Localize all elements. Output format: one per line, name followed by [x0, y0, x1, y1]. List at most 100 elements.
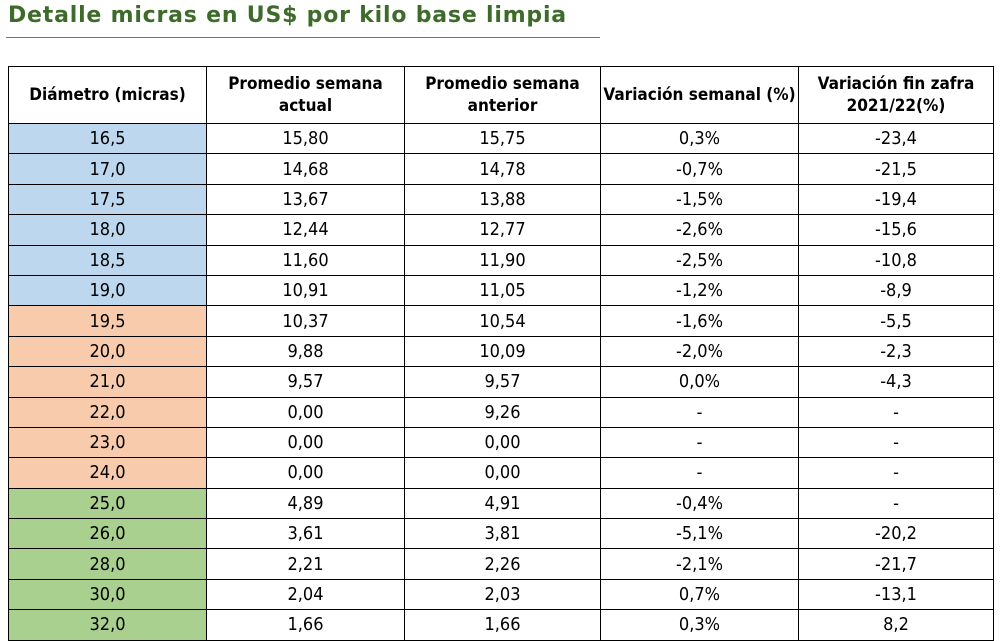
cell-diametro: 16,5: [8, 122, 207, 155]
cell-actual: 13,67: [206, 183, 405, 216]
cell-anterior: 13,88: [404, 183, 601, 216]
cell-diametro: 32,0: [8, 609, 207, 641]
title-underline: [6, 37, 600, 38]
cell-var-semanal: -1,2%: [600, 274, 799, 307]
cell-var-semanal: -0,4%: [600, 487, 799, 520]
cell-var-semanal: -2,5%: [600, 244, 799, 276]
table-row: 24,0 0,00 0,00- -: [8, 457, 994, 489]
table-row: 17,0 14,68 14,78 -0,7% -21,5: [8, 153, 994, 185]
cell-diametro: 20,0: [8, 335, 207, 368]
cell-anterior: 12,77: [404, 214, 601, 246]
cell-var-semanal: -2,1%: [600, 548, 799, 580]
cell-var-semanal: -: [600, 396, 799, 428]
cell-var-semanal: -: [600, 457, 799, 489]
cell-var-semanal: -5,1%: [600, 518, 799, 550]
cell-var-semanal: 0,7%: [600, 578, 799, 611]
cell-anterior: 9,57: [404, 366, 601, 398]
header-diametro: Diámetro (micras): [8, 66, 207, 124]
table-row: 25,0 4,89 4,91 -0,4% -: [8, 487, 994, 520]
cell-diametro: 18,5: [8, 244, 207, 276]
table-header-row: Diámetro (micras) Promedio semana actual…: [8, 66, 994, 124]
cell-actual: 10,91: [206, 274, 405, 307]
cell-var-semanal: 0,0%: [600, 366, 799, 398]
table-row: 26,0 3,61 3,81 -5,1% -20,2: [8, 518, 994, 550]
cell-var-semanal: -2,0%: [600, 335, 799, 368]
cell-anterior: 0,00: [404, 426, 601, 459]
table-row: 21,0 9,57 9,57 0,0% -4,3: [8, 366, 994, 398]
cell-actual: 9,57: [206, 366, 405, 398]
cell-actual: 4,89: [206, 487, 405, 520]
page-title: Detalle micras en US$ por kilo base limp…: [8, 3, 567, 28]
cell-var-zafra: -: [798, 396, 994, 428]
cell-diametro: 30,0: [8, 578, 207, 611]
cell-anterior: 10,09: [404, 335, 601, 368]
cell-diametro: 21,0: [8, 366, 207, 398]
table-row: 30,0 2,04 2,03 0,7% -13,1: [8, 578, 994, 611]
cell-var-semanal: -1,6%: [600, 305, 799, 337]
cell-anterior: 11,05: [404, 274, 601, 307]
cell-var-semanal: 0,3%: [600, 609, 799, 641]
cell-actual: 12,44: [206, 214, 405, 246]
cell-var-semanal: -0,7%: [600, 153, 799, 185]
cell-actual: 14,68: [206, 153, 405, 185]
cell-var-semanal: -2,6%: [600, 214, 799, 246]
cell-var-zafra: -: [798, 487, 994, 520]
cell-actual: 0,00: [206, 426, 405, 459]
header-var-semanal: Variación semanal (%): [600, 66, 799, 124]
cell-actual: 2,21: [206, 548, 405, 580]
cell-var-zafra: -5,5: [798, 305, 994, 337]
cell-var-semanal: -: [600, 426, 799, 459]
cell-var-zafra: -19,4: [798, 183, 994, 216]
table-body: 16,5 15,80 15,75 0,3% -23,4 17,0 14,68 14,78 -0,…: [8, 122, 994, 641]
cell-anterior: 15,75: [404, 122, 601, 155]
cell-var-zafra: -15,6: [798, 214, 994, 246]
cell-diametro: 22,0: [8, 396, 207, 428]
cell-var-zafra: -8,9: [798, 274, 994, 307]
table-row: 20,0 9,88 10,09 -2,0% -2,3: [8, 335, 994, 368]
cell-anterior: 2,26: [404, 548, 601, 580]
cell-anterior: 9,26: [404, 396, 601, 428]
cell-diametro: 23,0: [8, 426, 207, 459]
cell-diametro: 17,0: [8, 153, 207, 185]
cell-anterior: 14,78: [404, 153, 601, 185]
table-row: 22,0 0,00 9,26- -: [8, 396, 994, 428]
cell-actual: 11,60: [206, 244, 405, 276]
cell-diametro: 28,0: [8, 548, 207, 580]
cell-anterior: 3,81: [404, 518, 601, 550]
cell-var-zafra: -: [798, 457, 994, 489]
table-row: 19,5 10,37 10,54 -1,6% -5,5: [8, 305, 994, 337]
cell-var-zafra: -4,3: [798, 366, 994, 398]
table-row: 17,5 13,67 13,88 -1,5% -19,4: [8, 183, 994, 216]
table-row: 18,0 12,44 12,77 -2,6% -15,6: [8, 214, 994, 246]
header-var-zafra: Variación fin zafra 2021/22(%): [798, 66, 994, 124]
cell-diametro: 19,5: [8, 305, 207, 337]
cell-anterior: 11,90: [404, 244, 601, 276]
cell-actual: 9,88: [206, 335, 405, 368]
cell-var-zafra: 8,2: [798, 609, 994, 641]
cell-var-zafra: -20,2: [798, 518, 994, 550]
cell-actual: 0,00: [206, 396, 405, 428]
cell-diametro: 25,0: [8, 487, 207, 520]
cell-diametro: 17,5: [8, 183, 207, 216]
cell-anterior: 1,66: [404, 609, 601, 641]
cell-var-zafra: -10,8: [798, 244, 994, 276]
cell-var-semanal: 0,3%: [600, 122, 799, 155]
table-row: 19,0 10,91 11,05 -1,2% -8,9: [8, 274, 994, 307]
header-anterior: Promedio semana anterior: [404, 66, 601, 124]
cell-actual: 1,66: [206, 609, 405, 641]
table-row: 28,0 2,21 2,26 -2,1% -21,7: [8, 548, 994, 580]
cell-anterior: 10,54: [404, 305, 601, 337]
table-row: 23,0 0,00 0,00- -: [8, 426, 994, 459]
cell-var-zafra: -21,7: [798, 548, 994, 580]
table-row: 18,5 11,60 11,90 -2,5% -10,8: [8, 244, 994, 276]
cell-diametro: 24,0: [8, 457, 207, 489]
cell-var-zafra: -23,4: [798, 122, 994, 155]
header-actual: Promedio semana actual: [206, 66, 405, 124]
cell-var-semanal: -1,5%: [600, 183, 799, 216]
cell-anterior: 0,00: [404, 457, 601, 489]
table-row: 32,0 1,66 1,66 0,3% 8,2: [8, 609, 994, 641]
cell-var-zafra: -: [798, 426, 994, 459]
cell-anterior: 2,03: [404, 578, 601, 611]
cell-actual: 2,04: [206, 578, 405, 611]
cell-anterior: 4,91: [404, 487, 601, 520]
